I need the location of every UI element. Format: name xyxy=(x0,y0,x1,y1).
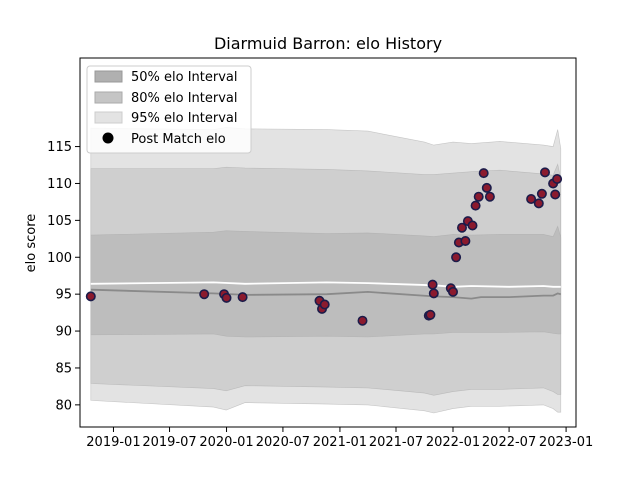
x-axis-ticks: 2019-01 2019-07 2020-01 2020-07 2021-01 2021-… xyxy=(86,427,593,450)
legend-swatch-95 xyxy=(94,111,123,124)
y-tick-label: 115 xyxy=(47,140,72,155)
post-match-point xyxy=(481,182,492,193)
y-tick-label: 85 xyxy=(55,361,72,376)
post-match-point xyxy=(425,309,436,320)
y-axis-label: elo score xyxy=(24,214,39,273)
plot-area xyxy=(79,57,577,428)
post-match-point xyxy=(456,222,467,233)
post-match-point xyxy=(199,289,210,300)
post-match-point xyxy=(460,236,471,247)
x-tick-label: 2021-01 xyxy=(313,435,367,450)
y-tick-label: 100 xyxy=(47,251,72,266)
trend-lines xyxy=(90,281,562,300)
x-tick-label: 2019-01 xyxy=(86,435,140,450)
y-tick-label: 105 xyxy=(47,214,72,229)
chart-title: Diarmuid Barron: elo History xyxy=(214,34,442,53)
post-match-point xyxy=(539,167,550,178)
y-tick-label: 110 xyxy=(47,177,72,192)
post-match-point xyxy=(533,198,544,209)
post-match-point xyxy=(427,279,438,290)
post-match-point xyxy=(550,189,561,200)
legend-label-95: 95% elo Interval xyxy=(131,111,238,126)
post-match-point xyxy=(552,174,563,185)
legend: 50% elo Interval 80% elo Interval 95% el… xyxy=(86,65,252,154)
x-tick-label: 2020-01 xyxy=(199,435,253,450)
post-match-point xyxy=(451,252,462,263)
x-tick-label: 2020-07 xyxy=(256,435,310,450)
plot-frame xyxy=(79,57,577,428)
post-match-point xyxy=(484,191,495,202)
post-match-point xyxy=(428,288,439,299)
post-match-point xyxy=(85,291,96,302)
x-tick-label: 2023-01 xyxy=(539,435,593,450)
post-match-point xyxy=(357,315,368,326)
median-line xyxy=(90,281,561,288)
x-tick-label: 2022-07 xyxy=(482,435,536,450)
post-match-point xyxy=(478,168,489,179)
post-match-point xyxy=(470,200,481,211)
legend-box xyxy=(86,65,252,154)
y-tick-label: 80 xyxy=(55,398,72,413)
post-match-point xyxy=(467,220,478,231)
legend-label-80: 80% elo Interval xyxy=(131,91,238,106)
x-tick-label: 2021-07 xyxy=(369,435,423,450)
post-match-point xyxy=(536,188,547,199)
y-tick-label: 90 xyxy=(55,325,72,340)
legend-swatch-50 xyxy=(94,70,123,83)
mean-line xyxy=(90,288,562,300)
legend-marker-post-match xyxy=(102,132,114,144)
y-tick-label: 95 xyxy=(55,288,72,303)
legend-label-post-match: Post Match elo xyxy=(131,132,226,147)
post-match-point xyxy=(221,292,232,303)
legend-swatch-80 xyxy=(94,91,123,104)
post-match-points xyxy=(85,167,563,326)
legend-label-50: 50% elo Interval xyxy=(131,70,238,85)
post-match-point xyxy=(473,191,484,202)
post-match-point xyxy=(526,194,537,205)
post-match-point xyxy=(237,292,248,303)
x-tick-label: 2019-07 xyxy=(142,435,196,450)
post-match-point xyxy=(319,299,330,310)
y-axis-ticks: 80 85 90 95 100 105 110 115 xyxy=(47,140,80,413)
x-tick-label: 2022-01 xyxy=(426,435,480,450)
post-match-point xyxy=(447,286,458,297)
interval-bands xyxy=(90,127,562,414)
